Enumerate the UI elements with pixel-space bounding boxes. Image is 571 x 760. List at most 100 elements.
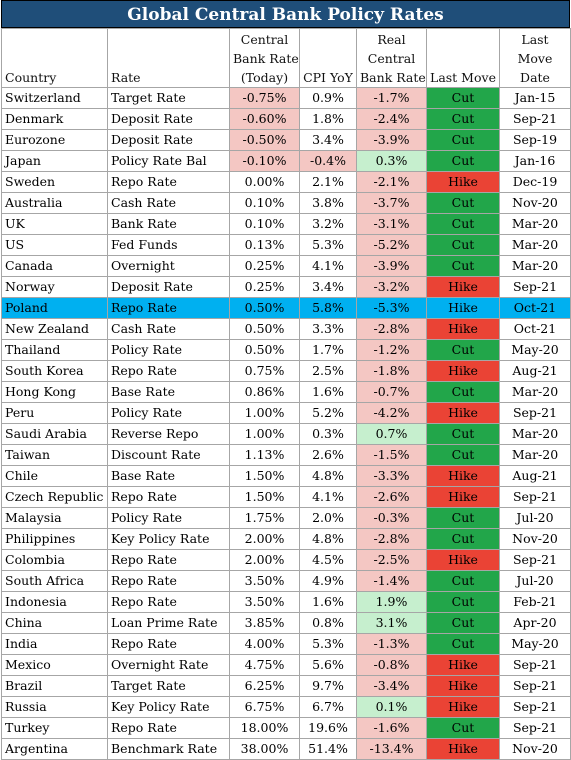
cell-last-move: Cut — [426, 129, 500, 151]
cell-last-move-date: Sep-21 — [499, 486, 571, 508]
header-real-rate: Real Central Bank Rate — [356, 28, 427, 88]
cell-cpi: 2.0% — [299, 507, 357, 529]
cell-cb-rate: 0.25% — [229, 276, 300, 298]
table-row: Brazil Target Rate 6.25% 9.7% -3.4% Hike Sep-2… — [1, 675, 571, 697]
cell-cb-rate: 1.13% — [229, 444, 300, 466]
cell-cb-rate: -0.50% — [229, 129, 300, 151]
cell-cpi: 1.7% — [299, 339, 357, 361]
cell-last-move: Cut — [426, 528, 500, 550]
cell-last-move: Hike — [426, 738, 500, 760]
cell-cb-rate: -0.60% — [229, 108, 300, 130]
cell-last-move-date: Aug-21 — [499, 465, 571, 487]
cell-last-move-date: Jul-20 — [499, 570, 571, 592]
cell-cpi: 4.1% — [299, 255, 357, 277]
cell-real-rate: -2.4% — [356, 108, 427, 130]
cell-last-move-date: Sep-21 — [499, 549, 571, 571]
cell-country: Japan — [1, 150, 108, 172]
cell-last-move: Hike — [426, 318, 500, 340]
table-row: Saudi Arabia Reverse Repo 1.00% 0.3% 0.7% Cut… — [1, 423, 571, 445]
cell-real-rate: -0.3% — [356, 507, 427, 529]
cell-rate-name: Cash Rate — [107, 318, 230, 340]
header-cb-rate: Central Bank Rate (Today) — [229, 28, 300, 88]
cell-country: Mexico — [1, 654, 108, 676]
table-row: Canada Overnight 0.25% 4.1% -3.9% Cut Mar-20 — [1, 255, 571, 277]
cell-last-move: Cut — [426, 108, 500, 130]
cell-cb-rate: 4.00% — [229, 633, 300, 655]
cell-cb-rate: 6.25% — [229, 675, 300, 697]
cell-real-rate: 1.9% — [356, 591, 427, 613]
header-cpi: CPI YoY — [299, 28, 357, 88]
cell-last-move: Cut — [426, 234, 500, 256]
cell-country: Peru — [1, 402, 108, 424]
cell-rate-name: Deposit Rate — [107, 276, 230, 298]
table-row: Turkey Repo Rate 18.00% 19.6% -1.6% Cut Sep-21 — [1, 717, 571, 739]
table-row: Peru Policy Rate 1.00% 5.2% -4.2% Hike Sep-21 — [1, 402, 571, 424]
cell-real-rate: -3.7% — [356, 192, 427, 214]
cell-real-rate: -5.3% — [356, 297, 427, 319]
cell-rate-name: Repo Rate — [107, 297, 230, 319]
cell-rate-name: Policy Rate — [107, 339, 230, 361]
cell-real-rate: -1.6% — [356, 717, 427, 739]
cell-last-move: Hike — [426, 297, 500, 319]
cell-last-move-date: Feb-21 — [499, 591, 571, 613]
cell-rate-name: Target Rate — [107, 675, 230, 697]
cell-cb-rate: 1.50% — [229, 465, 300, 487]
cell-real-rate: -1.8% — [356, 360, 427, 382]
cell-last-move-date: Jan-15 — [499, 87, 571, 109]
table-row: Hong Kong Base Rate 0.86% 1.6% -0.7% Cut Mar-2… — [1, 381, 571, 403]
cell-last-move: Cut — [426, 633, 500, 655]
cell-country: Colombia — [1, 549, 108, 571]
table-body: Switzerland Target Rate -0.75% 0.9% -1.7% Cut… — [1, 87, 571, 760]
cell-last-move: Hike — [426, 696, 500, 718]
cell-cpi: 5.2% — [299, 402, 357, 424]
cell-cpi: 3.8% — [299, 192, 357, 214]
cell-real-rate: -2.6% — [356, 486, 427, 508]
cell-real-rate: -1.5% — [356, 444, 427, 466]
cell-rate-name: Loan Prime Rate — [107, 612, 230, 634]
cell-country: Turkey — [1, 717, 108, 739]
cell-cb-rate: 18.00% — [229, 717, 300, 739]
cell-rate-name: Policy Rate — [107, 507, 230, 529]
cell-last-move-date: May-20 — [499, 339, 571, 361]
cell-country: New Zealand — [1, 318, 108, 340]
table-row: Russia Key Policy Rate 6.75% 6.7% 0.1% Hike Se… — [1, 696, 571, 718]
cell-last-move: Hike — [426, 276, 500, 298]
cell-last-move: Cut — [426, 612, 500, 634]
cell-rate-name: Repo Rate — [107, 171, 230, 193]
cell-last-move-date: Aug-21 — [499, 360, 571, 382]
cell-last-move: Cut — [426, 423, 500, 445]
table-row: New Zealand Cash Rate 0.50% 3.3% -2.8% Hike Oc… — [1, 318, 571, 340]
cell-last-move-date: Mar-20 — [499, 234, 571, 256]
cell-cpi: 4.5% — [299, 549, 357, 571]
cell-last-move: Cut — [426, 87, 500, 109]
cell-real-rate: 0.1% — [356, 696, 427, 718]
cell-rate-name: Overnight Rate — [107, 654, 230, 676]
cell-real-rate: -0.7% — [356, 381, 427, 403]
cell-country: Czech Republic — [1, 486, 108, 508]
cell-cb-rate: 1.00% — [229, 402, 300, 424]
cell-real-rate: -4.2% — [356, 402, 427, 424]
cell-last-move-date: Jan-16 — [499, 150, 571, 172]
cell-country: Switzerland — [1, 87, 108, 109]
table-row: Thailand Policy Rate 0.50% 1.7% -1.2% Cut May-… — [1, 339, 571, 361]
cell-real-rate: -1.7% — [356, 87, 427, 109]
cell-cpi: 0.3% — [299, 423, 357, 445]
cell-cpi: 4.8% — [299, 465, 357, 487]
cell-cpi: 5.3% — [299, 633, 357, 655]
cell-cb-rate: 6.75% — [229, 696, 300, 718]
cell-last-move: Hike — [426, 549, 500, 571]
cell-last-move: Cut — [426, 213, 500, 235]
cell-cb-rate: 0.13% — [229, 234, 300, 256]
cell-last-move-date: Oct-21 — [499, 318, 571, 340]
cell-cb-rate: 0.25% — [229, 255, 300, 277]
cell-real-rate: 0.3% — [356, 150, 427, 172]
cell-cb-rate: 0.50% — [229, 318, 300, 340]
cell-cb-rate: 0.50% — [229, 297, 300, 319]
cell-country: Malaysia — [1, 507, 108, 529]
cell-cb-rate: 1.75% — [229, 507, 300, 529]
cell-real-rate: -1.2% — [356, 339, 427, 361]
cell-country: Indonesia — [1, 591, 108, 613]
header-country: Country — [1, 28, 108, 88]
table-title: Global Central Bank Policy Rates — [1, 0, 570, 28]
cell-rate-name: Repo Rate — [107, 486, 230, 508]
